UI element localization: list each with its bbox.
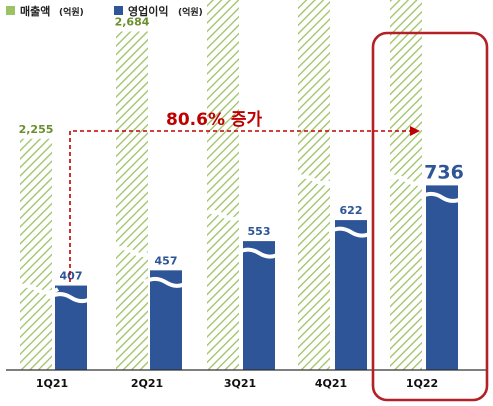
legend-swatch-op-profit xyxy=(114,6,123,15)
legend-swatch-sales xyxy=(6,6,15,15)
legend-label-sales: 매출액 xyxy=(20,4,50,18)
operating-profit-value-label-2Q21: 457 xyxy=(155,254,178,267)
operating-profit-value-label-1Q22: 736 xyxy=(424,161,464,183)
operating-profit-value-label-3Q21: 553 xyxy=(248,225,271,238)
operating-profit-bar-4Q21 xyxy=(335,220,367,370)
growth-annotation: 80.6% 증가 xyxy=(166,110,263,130)
sales-value-label-2Q21: 2,684 xyxy=(115,16,150,29)
highlight-frame xyxy=(371,31,489,402)
axis-break-marks xyxy=(12,174,466,304)
profit-break-4Q21 xyxy=(327,226,375,238)
x-tick-label-1Q21: 1Q21 xyxy=(36,377,68,390)
profit-break-1Q22 xyxy=(418,191,466,203)
operating-profit-bar-3Q21 xyxy=(243,241,275,370)
x-tick-label-3Q21: 3Q21 xyxy=(224,377,256,390)
sales-bar-2Q21 xyxy=(116,31,148,370)
sales-break-3Q21 xyxy=(199,209,247,221)
profit-break-1Q21 xyxy=(47,292,95,304)
sales-break-2Q21 xyxy=(108,246,156,258)
legend-unit-sales: (억원) xyxy=(59,6,84,18)
sales-bars xyxy=(20,0,422,370)
sales-break-1Q22 xyxy=(382,174,430,186)
operating-profit-bar-1Q22 xyxy=(426,185,458,370)
sales-bar-3Q21 xyxy=(207,0,239,370)
sales-value-label-1Q21: 2,255 xyxy=(19,123,54,136)
profit-break-3Q21 xyxy=(235,247,283,259)
x-tick-label-2Q21: 2Q21 xyxy=(131,377,163,390)
x-tick-label-1Q22: 1Q22 xyxy=(406,377,438,390)
legend: 매출액 (억원) 영업이익 (억원) xyxy=(6,4,203,18)
sales-bar-1Q21 xyxy=(20,138,52,370)
x-axis-ticks: 1Q21 2Q21 3Q21 4Q21 1Q22 xyxy=(36,377,438,390)
sales-break-1Q21 xyxy=(12,283,60,295)
operating-profit-value-label-4Q21: 622 xyxy=(340,204,363,217)
growth-arrow xyxy=(69,126,420,282)
operating-profit-value-label-1Q21: 407 xyxy=(60,270,83,283)
legend-unit-op-profit: (억원) xyxy=(178,6,203,18)
legend-label-op-profit: 영업이익 xyxy=(128,4,168,18)
profit-break-2Q21 xyxy=(142,276,190,288)
x-tick-label-4Q21: 4Q21 xyxy=(315,377,347,390)
sales-break-4Q21 xyxy=(290,174,338,186)
